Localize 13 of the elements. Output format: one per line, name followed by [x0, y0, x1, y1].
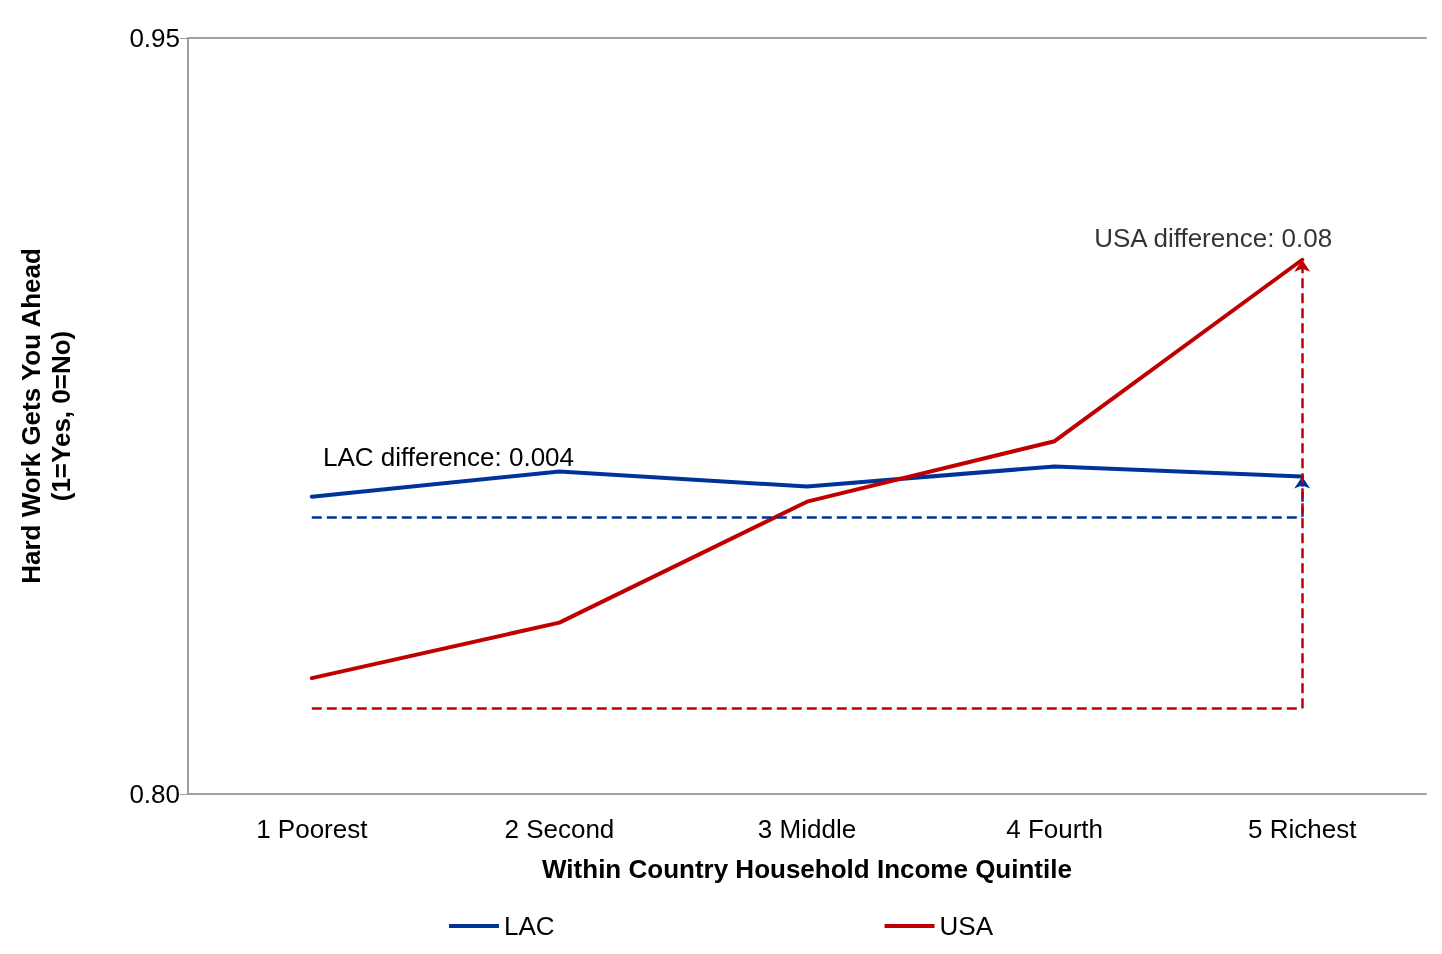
x-tick-label: 5 Richest: [1248, 814, 1358, 844]
x-tick-label: 4 Fourth: [1006, 814, 1104, 844]
x-tick-label: 3 Middle: [757, 814, 857, 844]
annotation: USA difference: 0.08: [1094, 222, 1333, 253]
y-axis-title: Hard Work Gets You Ahead (1=Yes, 0=No): [16, 248, 76, 584]
legend-label: USA: [939, 911, 994, 941]
x-tick-label: 1 Poorest: [256, 814, 369, 844]
y-tick-label: 0.95: [129, 23, 180, 53]
x-tick-label: 2 Second: [504, 814, 615, 844]
y-tick-label: 0.80: [129, 779, 180, 809]
x-axis-title: Within Country Household Income Quintile: [542, 854, 1072, 884]
legend-label: LAC: [503, 911, 555, 941]
annotation: LAC difference: 0.004: [323, 442, 575, 472]
